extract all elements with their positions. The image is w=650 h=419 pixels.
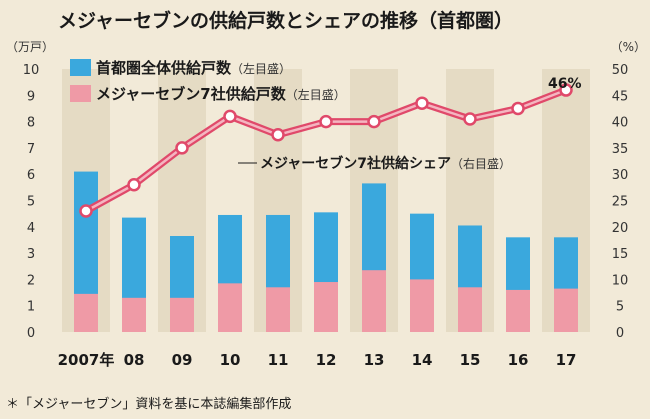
right-tick-label: 10 [612, 273, 629, 288]
x-tick-label: 14 [412, 351, 433, 369]
legend-label-major7: メジャーセブン7社供給戸数（左目盛） [96, 85, 346, 103]
right-tick-label: 40 [612, 116, 629, 131]
left-axis-ticks: 0 1 2 3 4 5 6 7 8 9 10 [23, 63, 40, 341]
legend: 首都圏全体供給戸数（左目盛） メジャーセブン7社供給戸数（左目盛） [70, 59, 346, 103]
left-tick-label: 6 [27, 168, 35, 183]
legend-swatch-major7 [70, 85, 91, 102]
x-tick-label: 13 [364, 351, 385, 369]
source-note: ＊「メジャーセブン」資料を基に本誌編集部作成 [6, 396, 291, 412]
share-line-label: メジャーセブン7社供給シェア（右目盛） [260, 155, 511, 172]
legend-label-total: 首都圏全体供給戸数（左目盛） [96, 59, 291, 77]
right-tick-label: 25 [612, 195, 629, 210]
right-tick-label: 50 [612, 63, 629, 78]
major7-supply-bar [554, 288, 578, 332]
right-tick-label: 30 [612, 168, 629, 183]
major7-supply-bar [506, 289, 530, 332]
share-point [415, 96, 429, 110]
left-tick-label: 4 [27, 221, 35, 236]
x-tick-label: 08 [124, 351, 145, 369]
right-tick-label: 45 [612, 89, 629, 104]
share-final-annotation: 46% [548, 76, 582, 92]
right-tick-label: 0 [616, 326, 624, 341]
x-tick-label: 09 [172, 351, 193, 369]
share-point [319, 114, 333, 129]
left-tick-label: 5 [27, 195, 35, 210]
major7-supply-bar [410, 279, 434, 332]
major7-supply-bar [170, 297, 194, 332]
x-tick-label: 15 [460, 351, 481, 369]
share-line-series [79, 83, 573, 218]
right-tick-label: 15 [612, 247, 629, 262]
share-point [511, 101, 525, 116]
share-point [175, 141, 189, 155]
major7-supply-bar [218, 283, 242, 332]
x-axis-ticks: 2007年 08 09 10 11 12 13 14 15 16 17 [58, 351, 577, 369]
x-tick-label: 16 [508, 351, 529, 369]
share-point [79, 204, 93, 218]
left-tick-label: 3 [27, 247, 35, 262]
share-point [223, 109, 237, 124]
x-tick-label: 2007年 [58, 351, 115, 369]
x-tick-label: 10 [220, 351, 241, 369]
major7-supply-bar [266, 287, 290, 332]
major7-supply-bars [74, 270, 578, 332]
right-axis-unit: （%） [611, 40, 646, 54]
chart-title: メジャーセブンの供給戸数とシェアの推移（首都圏） [58, 9, 513, 32]
left-axis-unit: （万戸） [6, 40, 54, 54]
right-tick-label: 35 [612, 142, 629, 157]
share-point [559, 83, 573, 97]
right-tick-label: 5 [616, 300, 624, 315]
left-tick-label: 8 [27, 116, 35, 131]
x-tick-label: 12 [316, 351, 337, 369]
major7-supply-bar [362, 270, 386, 332]
left-tick-label: 7 [27, 142, 35, 157]
x-tick-label: 17 [556, 351, 577, 369]
legend-swatch-total [70, 59, 91, 76]
left-tick-label: 10 [23, 63, 40, 78]
share-point [463, 112, 477, 126]
major7-supply-bar [122, 297, 146, 332]
major7-supply-bar [74, 293, 98, 332]
left-tick-label: 0 [27, 326, 35, 341]
x-tick-label: 11 [268, 351, 289, 369]
major7-supply-bar [458, 287, 482, 332]
left-tick-label: 2 [27, 273, 35, 288]
share-point [271, 128, 285, 142]
left-tick-label: 9 [27, 89, 35, 104]
right-axis-ticks: 0 5 10 15 20 25 30 35 40 45 50 [612, 63, 629, 341]
share-point [127, 177, 141, 192]
major7-supply-bar [314, 282, 338, 332]
left-tick-label: 1 [27, 300, 35, 315]
share-point [367, 114, 381, 129]
right-tick-label: 20 [612, 221, 629, 236]
